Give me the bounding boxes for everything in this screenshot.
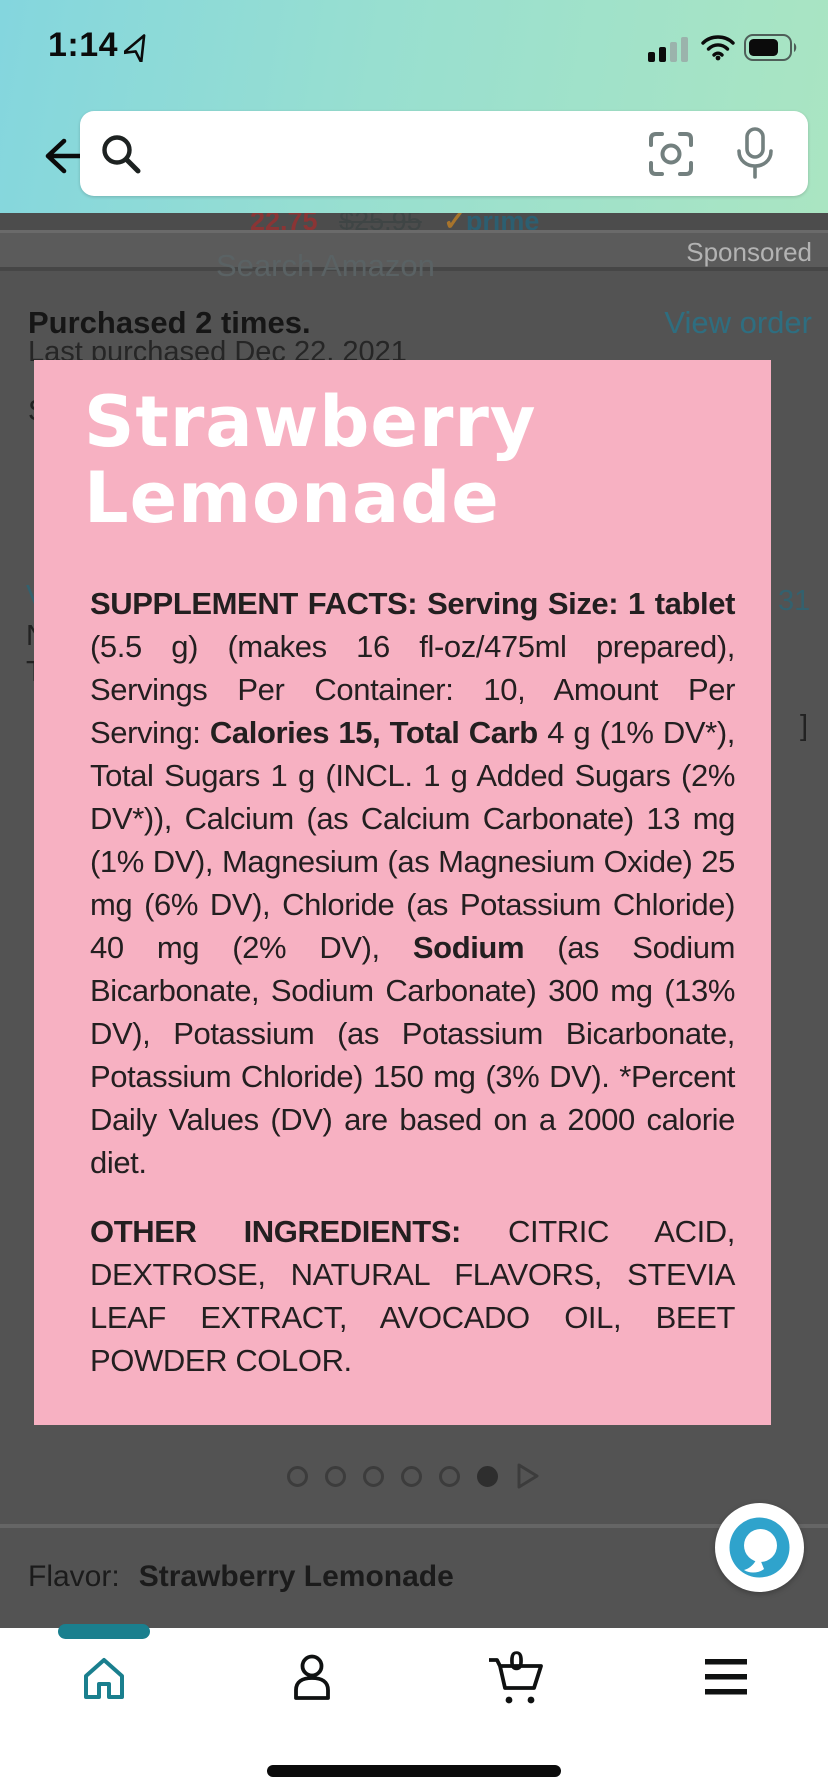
cart-count-badge: 0 — [509, 1646, 525, 1676]
status-bar-time: 1:14 — [48, 26, 119, 64]
supplement-facts-paragraph: SUPPLEMENT FACTS: Serving Size: 1 tablet… — [90, 586, 736, 1180]
flavor-label: Flavor: — [28, 1560, 120, 1593]
alexa-button[interactable] — [715, 1503, 804, 1592]
menu-tab-icon[interactable] — [705, 1658, 747, 1696]
carousel-dot[interactable] — [363, 1465, 384, 1487]
flavor-value: Strawberry Lemonade — [138, 1560, 454, 1593]
camera-search-icon[interactable] — [646, 129, 696, 179]
cart-tab-icon[interactable]: 0 — [487, 1646, 549, 1708]
title-line-2: Lemonade — [84, 457, 500, 539]
title-line-1: Strawberry — [84, 381, 537, 463]
carousel-dot[interactable] — [439, 1465, 460, 1487]
search-input[interactable]: Search Amazon — [80, 111, 808, 283]
supplement-facts-text: SUPPLEMENT FACTS: Serving Size: 1 tablet… — [90, 582, 735, 1382]
carousel-dot[interactable] — [325, 1465, 346, 1487]
microphone-icon[interactable] — [734, 127, 776, 181]
home-indicator-bar[interactable] — [267, 1765, 561, 1777]
app-header: 1:14 Search Amaz — [0, 0, 828, 283]
flavor-row[interactable]: Flavor: Strawberry Lemonade — [28, 1560, 454, 1594]
home-tab-icon[interactable] — [82, 1656, 126, 1700]
product-flavor-title: Strawberry Lemonade — [84, 384, 537, 536]
carousel-dot[interactable] — [287, 1465, 308, 1487]
other-ingredients-paragraph: OTHER INGREDIENTS: CITRIC ACID, DEXTROSE… — [90, 1214, 735, 1378]
price-strip — [0, 213, 828, 230]
carousel-dot[interactable] — [401, 1465, 422, 1487]
cellular-signal-icon — [648, 37, 688, 62]
wifi-icon — [701, 35, 735, 61]
carousel-dot[interactable] — [477, 1465, 498, 1487]
video-play-icon[interactable] — [515, 1462, 541, 1490]
alexa-icon — [729, 1517, 790, 1578]
prime-check-icon: ✓ — [443, 206, 466, 236]
profile-tab-icon[interactable] — [290, 1654, 334, 1700]
sponsored-label: Sponsored — [686, 237, 812, 267]
divider — [0, 1524, 828, 1528]
search-icon — [102, 135, 141, 174]
active-tab-indicator — [58, 1624, 150, 1639]
purchased-text: Purchased 2 times. — [28, 305, 311, 340]
carousel-dots[interactable] — [0, 1462, 828, 1490]
view-order-link[interactable]: View order — [664, 305, 812, 340]
clipped-text-fragment: 31 — [778, 585, 811, 617]
location-arrow-icon — [124, 34, 146, 62]
clipped-text-fragment: ] — [800, 710, 809, 742]
bottom-nav: 0 — [0, 1628, 828, 1792]
search-placeholder: Search Amazon — [216, 248, 435, 283]
product-image-supplement-facts[interactable]: Strawberry Lemonade SUPPLEMENT FACTS: Se… — [34, 360, 771, 1425]
battery-icon — [744, 34, 797, 61]
back-arrow-icon[interactable] — [44, 138, 86, 174]
divider — [0, 230, 828, 233]
sponsored-band: Sponsored — [0, 233, 828, 271]
